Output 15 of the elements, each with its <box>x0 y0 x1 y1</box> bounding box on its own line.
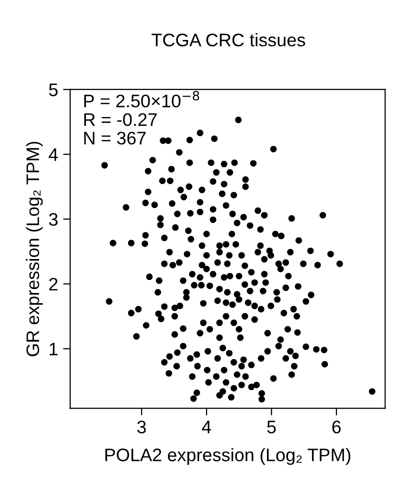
y-tick-label: 2 <box>49 278 58 290</box>
x-axis-title: POLA2 expression (Log₂ TPM) <box>105 448 350 465</box>
annotation: N = 367 <box>84 132 146 145</box>
y-tick-label: 1 <box>50 342 58 356</box>
y-tick-label: 5 <box>49 84 58 96</box>
annotation: P = 2.50×10$^{−8}$ <box>84 90 200 108</box>
y-tick-label: 3 <box>49 213 58 226</box>
x-tick-label: 5 <box>267 420 276 434</box>
x-tick-label: 3 <box>137 420 146 434</box>
y-axis-title: GR expression (Log₂ TPM) <box>26 142 43 356</box>
annotation: R = -0.27 <box>84 113 157 126</box>
y-tick-label: 4 <box>48 148 58 161</box>
x-tick-label: 4 <box>202 420 212 434</box>
x-tick-label: 6 <box>332 420 341 434</box>
chart-title: TCGA CRC tissues <box>152 33 306 46</box>
